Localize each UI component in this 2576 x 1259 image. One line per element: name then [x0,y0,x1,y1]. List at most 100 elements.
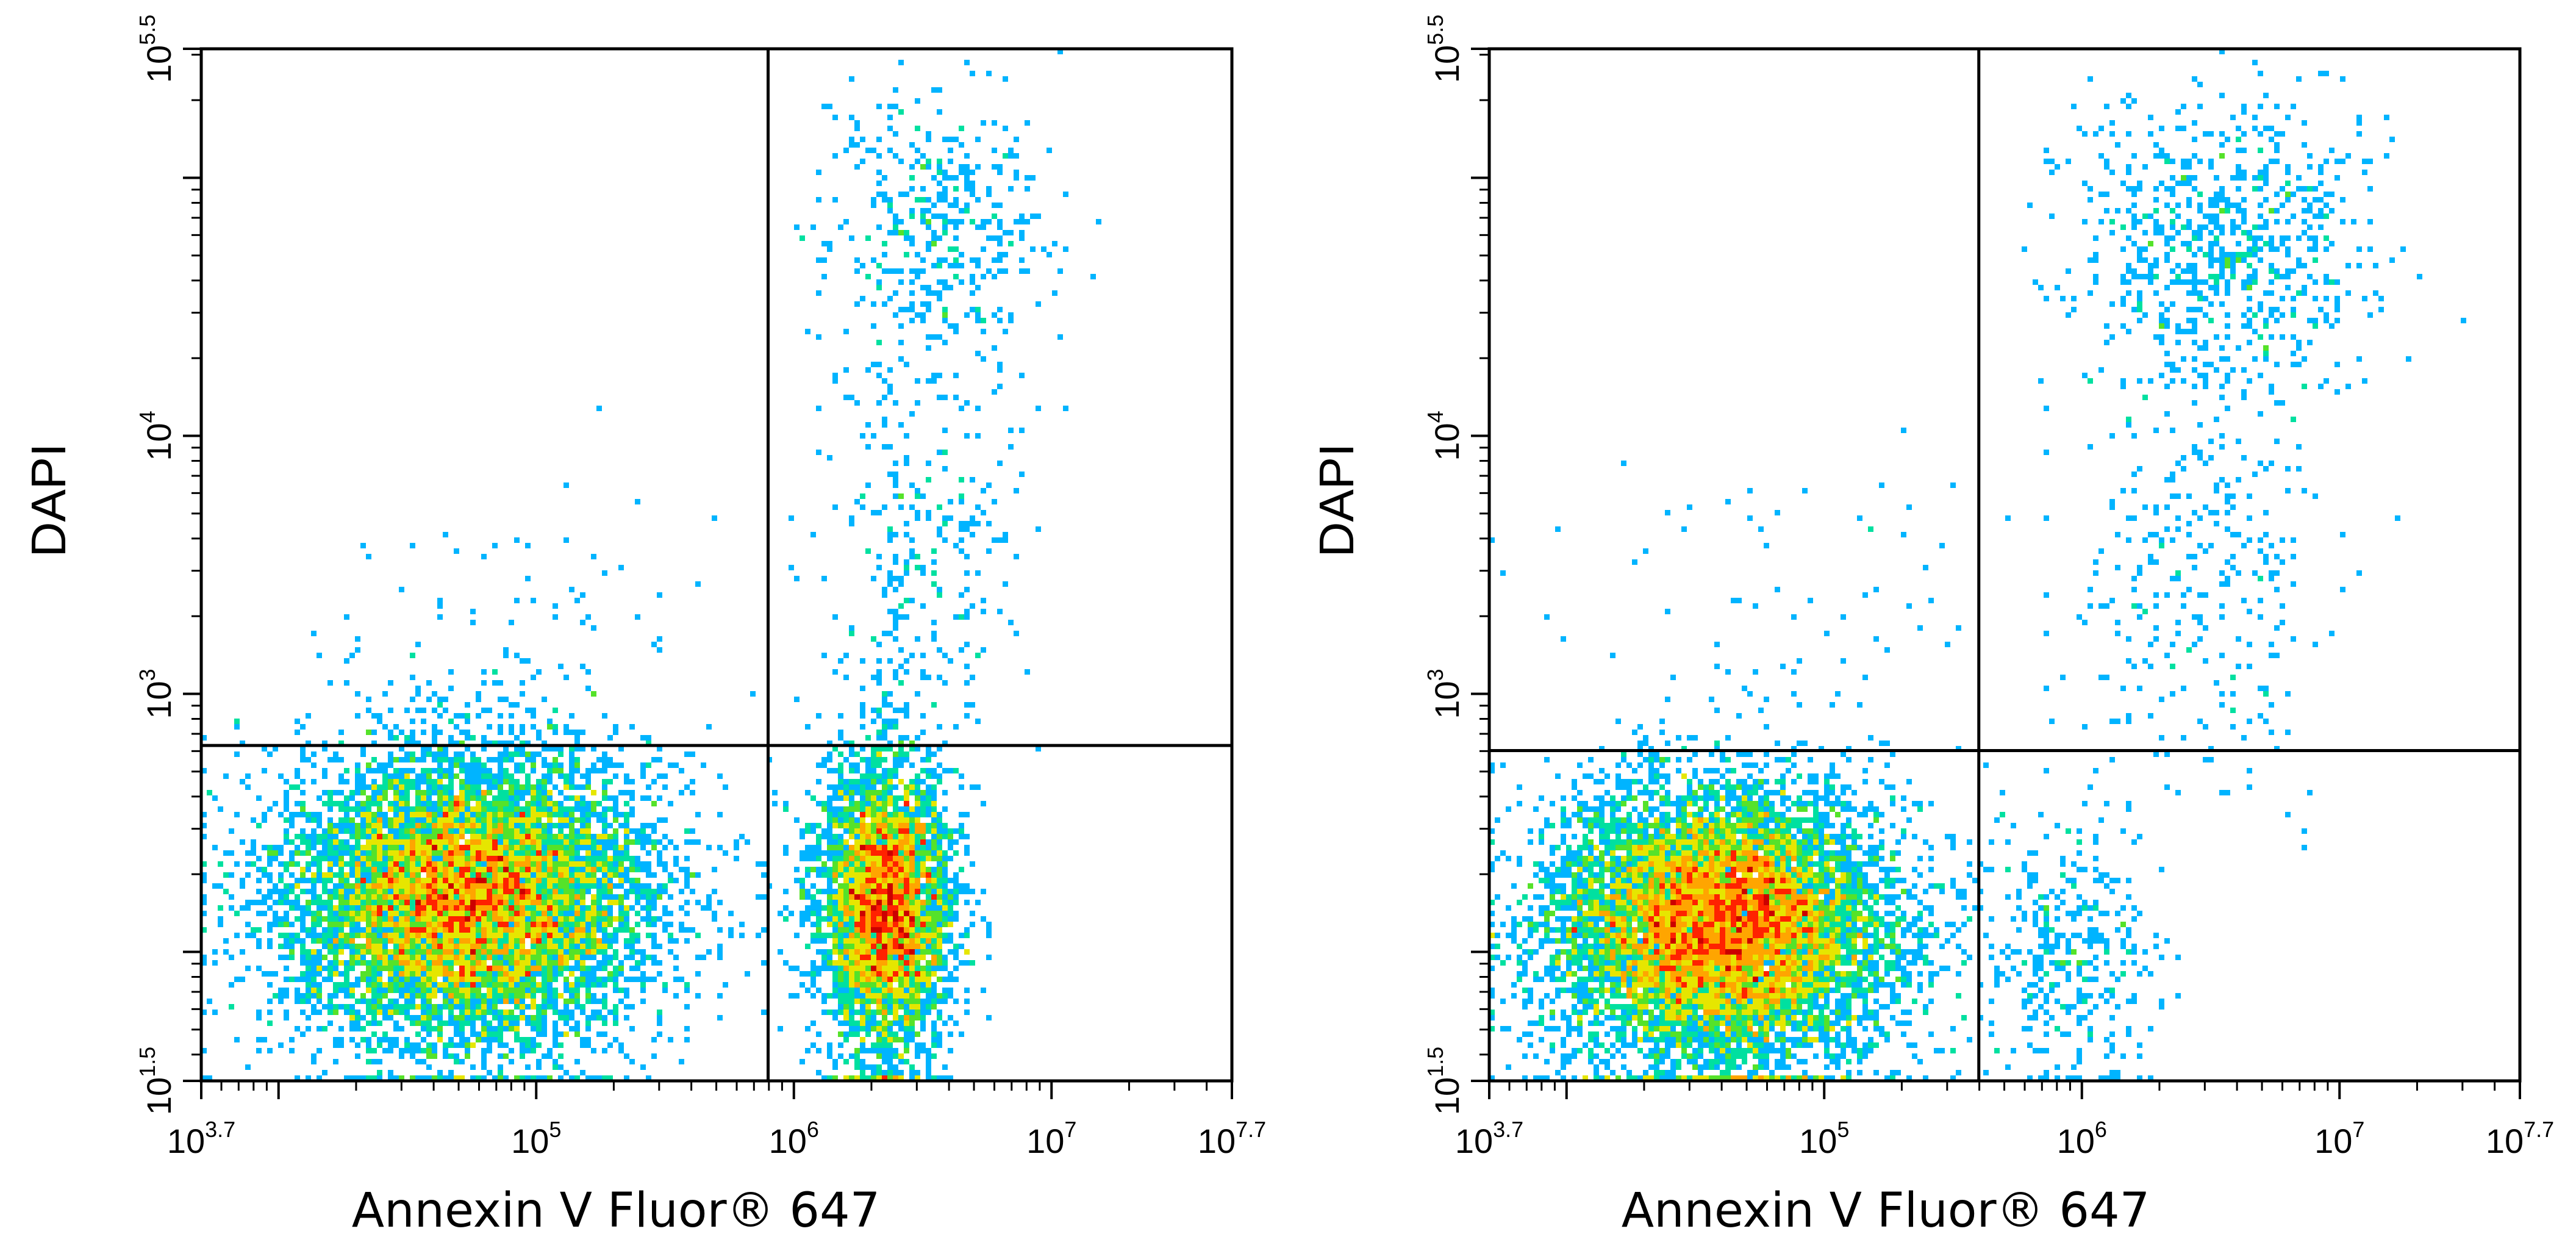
event-dot [860,999,865,1004]
event-dot [487,905,492,911]
event-dot [904,911,909,916]
event-dot [920,164,926,170]
event-dot [838,1020,843,1026]
event-dot [893,482,898,488]
event-dot [371,828,377,834]
event-dot [882,982,887,988]
event-dot [399,839,404,845]
event-dot [382,812,388,817]
event-dot [854,916,860,922]
event-dot [904,658,909,664]
event-dot [564,982,569,988]
event-dot [393,757,399,762]
event-dot [860,988,865,993]
event-dot [399,889,404,894]
event-dot [657,757,662,762]
event-dot [371,993,377,999]
event-dot [624,894,629,900]
event-dot [300,839,306,845]
event-dot [986,922,992,927]
event-dot [662,883,668,889]
event-dot [437,806,443,812]
event-dot [470,971,476,977]
event-dot [229,982,234,988]
event-dot [498,850,503,856]
event-dot [882,817,887,823]
event-dot [487,971,492,977]
event-dot [981,598,986,603]
event-dot [904,916,909,922]
event-dot [415,905,421,911]
event-dot [827,911,832,916]
event-dot [876,806,882,812]
event-dot [311,938,317,944]
event-dot [399,828,404,834]
event-dot [904,570,909,576]
event-dot [382,900,388,905]
event-dot [926,307,931,312]
event-dot [481,801,487,806]
event-dot [871,960,876,966]
event-dot [295,900,300,905]
event-dot [311,988,317,993]
event-dot [245,922,251,927]
event-dot [300,993,306,999]
event-dot [525,977,531,982]
event-dot [520,730,525,735]
event-dot [273,900,278,905]
event-dot [465,867,470,872]
event-dot [580,916,585,922]
event-dot [349,856,355,861]
event-dot [865,779,871,784]
event-dot [904,817,909,823]
event-dot [640,861,646,867]
event-dot [662,922,668,927]
event-dot [569,944,574,949]
event-dot [942,999,948,1004]
event-dot [344,839,349,845]
event-dot [349,861,355,867]
event-dot [273,850,278,856]
event-dot [838,779,843,784]
event-dot [629,828,635,834]
event-dot [454,806,459,812]
event-dot [937,960,942,966]
event-dot [377,894,382,900]
event-dot [437,960,443,966]
event-dot [547,1004,553,1010]
event-dot [459,971,465,977]
event-dot [871,773,876,779]
event-dot [690,828,695,834]
event-dot [525,823,531,828]
event-dot [602,922,607,927]
event-dot [459,861,465,867]
event-dot [558,938,564,944]
event-dot [794,966,800,971]
event-dot [937,944,942,949]
event-dot [410,730,415,735]
event-dot [882,938,887,944]
event-dot [273,922,278,927]
event-dot [514,850,520,856]
event-dot [574,872,580,878]
event-dot [536,944,542,949]
event-dot [613,971,618,977]
event-dot [821,872,827,878]
event-dot [437,614,443,620]
event-dot [964,702,970,708]
event-dot [854,933,860,938]
event-dot [465,949,470,955]
event-dot [668,762,673,768]
event-dot [876,762,882,768]
event-dot [415,883,421,889]
event-dot [893,576,898,581]
event-dot [832,768,838,773]
event-dot [553,966,558,971]
event-dot [355,911,360,916]
event-dot [437,1020,443,1026]
event-dot [465,971,470,977]
event-dot [322,768,327,773]
event-dot [278,894,284,900]
event-dot [882,999,887,1004]
event-dot [904,307,909,312]
